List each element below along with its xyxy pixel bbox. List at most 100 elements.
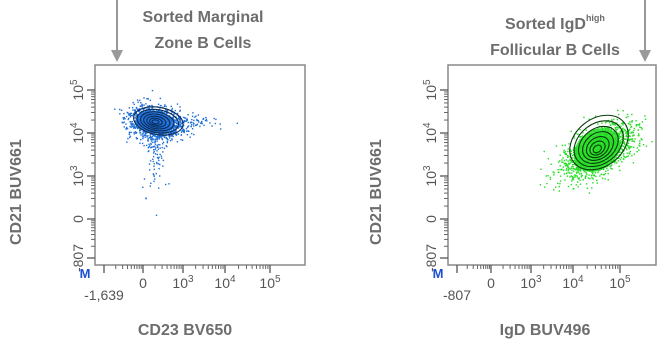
event-dot [603, 168, 605, 171]
event-dot [151, 135, 154, 138]
event-dot [617, 133, 619, 135]
event-dot [604, 178, 606, 180]
event-dot [161, 135, 163, 137]
event-dot [193, 125, 195, 127]
event-dot [134, 117, 136, 119]
event-dot [561, 144, 564, 147]
event-dot [629, 128, 631, 130]
event-dot [152, 173, 154, 175]
event-dot [144, 131, 146, 133]
event-dot [153, 165, 155, 167]
event-dot [620, 131, 622, 133]
event-dot [165, 105, 167, 108]
event-dot [132, 126, 135, 128]
event-dot [129, 135, 132, 138]
event-dot [573, 137, 575, 139]
event-dot [130, 121, 132, 123]
event-dot [143, 97, 145, 99]
contour-ring [589, 140, 606, 156]
event-dot [602, 173, 604, 176]
event-dot [187, 126, 189, 128]
event-dot [135, 137, 138, 139]
event-dot [163, 133, 165, 135]
event-dot [128, 117, 130, 120]
event-dot [631, 138, 633, 140]
event-dot [154, 143, 157, 146]
event-dot [558, 190, 560, 192]
event-dot [616, 128, 619, 131]
event-dot [143, 134, 145, 137]
event-dot [137, 127, 139, 129]
event-dot [576, 171, 578, 173]
event-dot [132, 123, 135, 125]
event-dot [168, 135, 170, 137]
event-dot [553, 174, 555, 176]
event-dot [172, 133, 174, 136]
event-dot [611, 123, 614, 125]
event-dot [161, 146, 163, 149]
event-dot [638, 149, 640, 151]
event-dot [579, 129, 581, 131]
event-dot [172, 111, 174, 114]
event-dot [123, 112, 125, 115]
event-dot [631, 121, 633, 123]
event-dot [620, 136, 622, 138]
event-dot [545, 175, 547, 177]
event-dot [629, 123, 631, 125]
event-dot [636, 147, 639, 149]
event-dot [149, 169, 151, 171]
event-dot [562, 157, 564, 159]
event-dot [124, 118, 126, 120]
event-dot [166, 145, 168, 148]
event-dot [152, 160, 154, 163]
event-dot [582, 179, 584, 181]
event-dot [603, 174, 605, 176]
event-dot [625, 147, 628, 149]
event-dot [159, 175, 161, 177]
event-dot [130, 114, 133, 117]
event-dot [565, 163, 568, 165]
event-dot [120, 109, 123, 111]
event-dot [147, 135, 149, 137]
event-dot [563, 159, 566, 162]
event-dot [153, 175, 155, 178]
event-dot [169, 140, 172, 142]
event-dot [623, 141, 625, 143]
event-dot [622, 124, 624, 126]
event-dot [639, 126, 641, 128]
event-dot [632, 162, 635, 164]
event-dot [607, 179, 609, 181]
event-dot [549, 178, 552, 180]
event-dot [162, 143, 164, 145]
event-dot [141, 104, 144, 106]
event-dot [136, 127, 139, 130]
event-dot [189, 136, 191, 138]
x-tick-label: 104 [214, 274, 236, 291]
event-dot [130, 126, 132, 129]
event-dot [586, 187, 588, 189]
event-dot [166, 112, 169, 114]
event-dot [179, 120, 181, 122]
event-dot [166, 142, 169, 144]
event-dot [595, 175, 597, 178]
event-dot [162, 165, 164, 167]
event-dot [180, 124, 182, 126]
event-dot [161, 133, 164, 135]
event-dot [157, 103, 160, 105]
event-dot [624, 130, 627, 132]
event-dot [635, 124, 637, 126]
event-dot [590, 175, 593, 177]
event-dot [180, 121, 182, 123]
event-dot [165, 145, 167, 147]
event-dot [575, 132, 577, 135]
event-dot [129, 112, 132, 114]
event-dot [154, 140, 156, 143]
event-dot [144, 107, 146, 110]
x-tick-label: 103 [520, 274, 542, 291]
event-dot [622, 121, 624, 123]
event-dot [578, 177, 581, 179]
event-dot [580, 136, 582, 138]
event-dot [137, 101, 139, 103]
left-annotation: Sorted Marginal Zone B Cells [118, 5, 288, 57]
event-dot [188, 130, 190, 132]
